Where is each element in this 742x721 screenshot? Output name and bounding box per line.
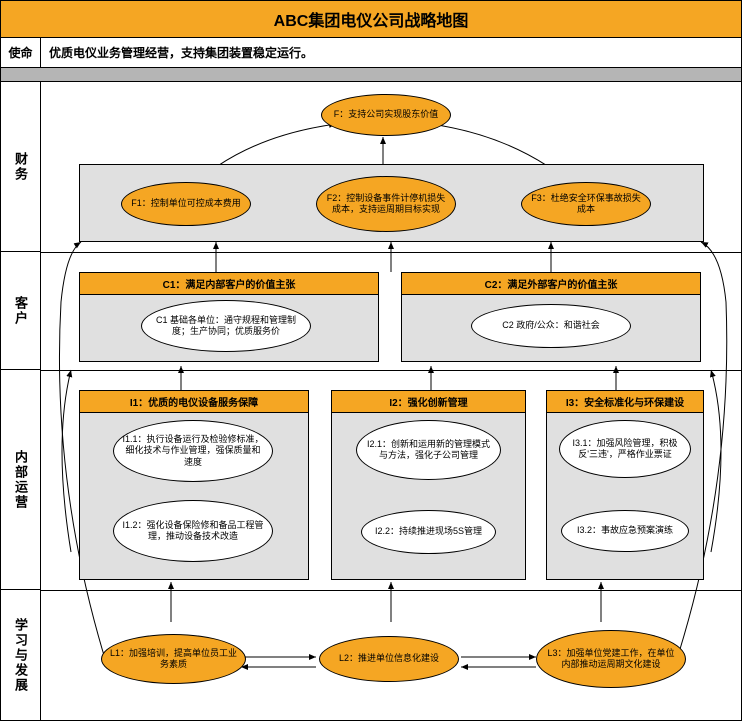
node-C1-body: C1 基础各单位：通守规程和管理制度；生产协同；优质服务价 <box>141 300 311 352</box>
mission-row: 使命 优质电仪业务管理经营，支持集团装置稳定运行。 <box>1 38 741 68</box>
page-title: ABC集团电仪公司战略地图 <box>1 1 741 38</box>
i3-header: I3：安全标准化与环保建设 <box>547 391 703 413</box>
c1-header: C1：满足内部客户的价值主张 <box>80 273 378 295</box>
node-L1: L1：加强培训，提高单位员工业务素质 <box>101 634 246 684</box>
node-F1: F1：控制单位可控成本费用 <box>121 182 251 226</box>
node-I1-2: I1.2：强化设备保险修和备品工程管理，推动设备技术改造 <box>113 500 273 562</box>
gray-band <box>1 68 741 82</box>
i1-header: I1：优质的电仪设备服务保障 <box>80 391 308 413</box>
node-L2: L2：推进单位信息化建设 <box>319 636 459 682</box>
perspectives-column: 财务 客户 内部运营 学习与发展 <box>1 82 41 720</box>
mission-text: 优质电仪业务管理经营，支持集团装置稳定运行。 <box>41 38 741 67</box>
strategy-map-container: ABC集团电仪公司战略地图 使命 优质电仪业务管理经营，支持集团装置稳定运行。 … <box>0 0 742 721</box>
body-area: 财务 客户 内部运营 学习与发展 <box>1 82 741 720</box>
node-I2-2: I2.2：持续推进现场5S管理 <box>361 510 496 554</box>
divider-3 <box>41 590 741 591</box>
c2-header: C2：满足外部客户的价值主张 <box>402 273 700 295</box>
perspective-learning: 学习与发展 <box>1 590 40 720</box>
node-I3-1: I3.1：加强风险管理，积极反'三违'，严格作业票证 <box>559 420 691 478</box>
node-F2: F2：控制设备事件计停机损失成本，支持运周期目标实现 <box>316 176 456 232</box>
node-I3-2: I3.2：事故应急预案演练 <box>561 510 689 552</box>
perspective-customer: 客户 <box>1 252 40 370</box>
node-L3: L3：加强单位党建工作，在单位内部推动运周期文化建设 <box>536 630 686 688</box>
divider-2 <box>41 370 741 371</box>
node-C2-body: C2 政府/公众：和谐社会 <box>471 304 631 348</box>
perspective-finance: 财务 <box>1 82 40 252</box>
mission-label: 使命 <box>1 38 41 67</box>
node-F-top: F：支持公司实现股东价值 <box>321 94 451 136</box>
node-I1-1: I1.1：执行设备运行及检验修标准，细化技术与作业管理，强保质量和速度 <box>113 420 273 482</box>
node-F3: F3：杜绝安全环保事故损失成本 <box>521 182 651 226</box>
diagram-area: F：支持公司实现股东价值 F1：控制单位可控成本费用 F2：控制设备事件计停机损… <box>41 82 741 720</box>
divider-1 <box>41 252 741 253</box>
i2-header: I2：强化创新管理 <box>332 391 525 413</box>
node-I2-1: I2.1：创新和运用新的管理模式与方法，强化子公司管理 <box>356 420 501 480</box>
perspective-internal: 内部运营 <box>1 370 40 590</box>
